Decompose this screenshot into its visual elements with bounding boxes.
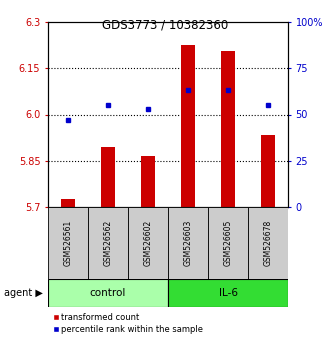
Bar (261, 135, 275, 207)
Bar (168, 279, 288, 307)
Bar (141, 156, 155, 207)
Bar (61, 199, 75, 207)
Bar (48, 207, 88, 279)
Text: GSM526678: GSM526678 (263, 220, 272, 266)
Bar (221, 51, 235, 207)
Bar (168, 207, 208, 279)
Bar (128, 207, 168, 279)
Text: GSM526562: GSM526562 (104, 220, 113, 266)
Bar (101, 147, 115, 207)
Text: control: control (90, 288, 126, 298)
Bar (181, 45, 195, 207)
Text: IL-6: IL-6 (218, 288, 238, 298)
Text: GSM526603: GSM526603 (183, 220, 193, 266)
Text: GSM526561: GSM526561 (64, 220, 72, 266)
Text: GSM526602: GSM526602 (144, 220, 153, 266)
Bar (248, 207, 288, 279)
Text: agent ▶: agent ▶ (4, 288, 43, 298)
Text: GDS3773 / 10382360: GDS3773 / 10382360 (102, 18, 229, 31)
Bar (88, 207, 128, 279)
Bar (48, 279, 168, 307)
Bar (208, 207, 248, 279)
Legend: transformed count, percentile rank within the sample: transformed count, percentile rank withi… (52, 313, 203, 334)
Text: GSM526605: GSM526605 (223, 220, 232, 266)
